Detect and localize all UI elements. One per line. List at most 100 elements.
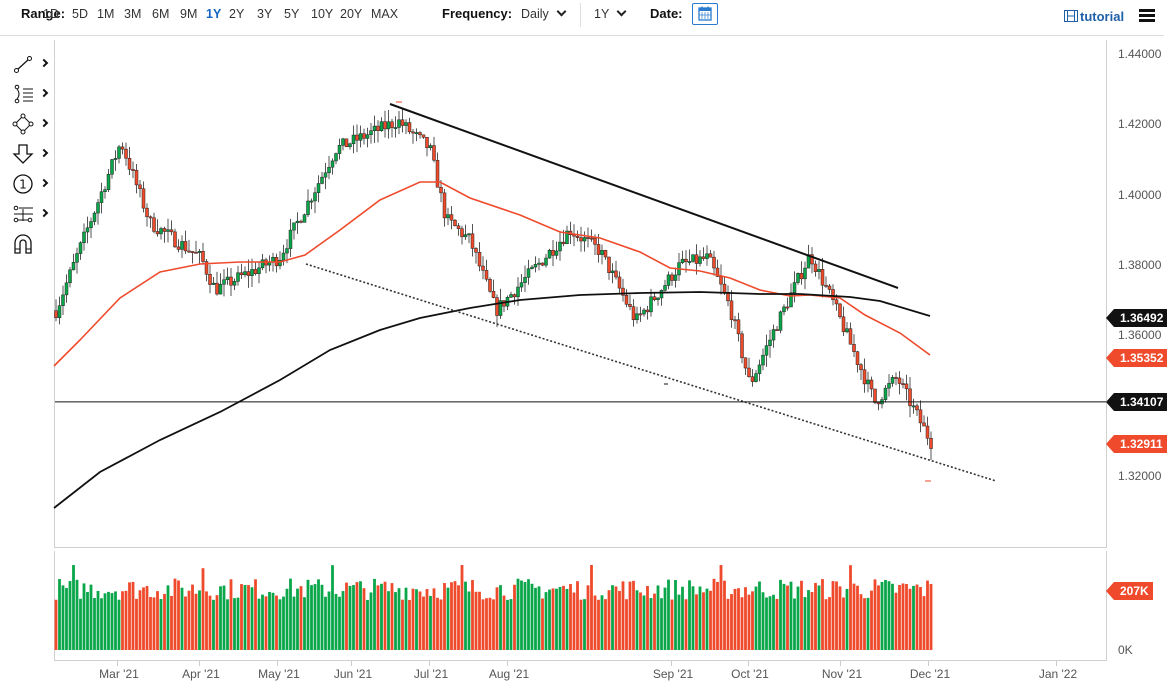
volume-bar — [191, 584, 194, 650]
date-axis-tick — [117, 661, 118, 666]
volume-bar — [317, 579, 320, 650]
volume-bar — [842, 597, 845, 650]
candle-body — [799, 273, 804, 280]
candle-body — [519, 282, 524, 288]
fibonacci-tool[interactable] — [12, 83, 52, 107]
candle-body — [82, 231, 86, 243]
price-chart-pane[interactable] — [54, 40, 1107, 548]
volume-bar — [355, 582, 359, 650]
candle-body — [855, 351, 860, 365]
volume-bar — [684, 599, 688, 650]
volume-bar — [887, 581, 891, 650]
volume-bar — [135, 598, 138, 650]
volume-bar — [376, 585, 380, 650]
candle-body — [512, 294, 517, 298]
volume-bar — [299, 586, 303, 650]
volume-bar — [737, 588, 740, 650]
volume-bar — [359, 581, 362, 650]
candle-body — [148, 216, 153, 219]
volume-bar — [908, 588, 912, 650]
volume-bar — [740, 597, 744, 650]
candle-body — [838, 303, 842, 318]
candle-body — [404, 122, 408, 126]
range-button-6m[interactable]: 6M — [152, 7, 170, 21]
volume-bar — [460, 565, 464, 650]
candle-body — [687, 261, 692, 263]
candle-body — [663, 285, 667, 291]
candle-body — [281, 252, 286, 261]
volume-bar — [660, 598, 663, 650]
trend-line-tool[interactable] — [12, 53, 52, 77]
volume-bar — [821, 579, 824, 650]
range-button-5y[interactable]: 5Y — [284, 7, 300, 21]
volume-bar — [278, 599, 282, 650]
volume-bar — [845, 588, 849, 650]
hamburger-menu-icon[interactable] — [1139, 9, 1155, 22]
volume-bar — [803, 597, 807, 650]
volume-bar — [401, 599, 404, 650]
volume-bar — [184, 596, 187, 650]
candle-body — [929, 437, 933, 449]
candle-body — [222, 279, 226, 285]
volume-bar — [338, 596, 341, 650]
candle-body — [75, 253, 79, 263]
volume-bar — [751, 591, 754, 650]
date-axis-label: Jan '22 — [1038, 667, 1078, 681]
period-select[interactable]: 1Y — [594, 6, 627, 21]
candle-body — [901, 383, 905, 385]
volume-bar — [131, 581, 135, 650]
range-button-1d[interactable]: 1D — [43, 7, 59, 21]
candle-body — [225, 276, 230, 280]
frequency-select[interactable]: Daily — [521, 6, 567, 21]
volume-pane[interactable] — [54, 551, 1107, 661]
candle-body — [306, 200, 310, 215]
candle-body — [400, 119, 405, 126]
volume-bar — [481, 599, 485, 650]
volume-bar — [464, 581, 467, 650]
volume-bar — [467, 591, 471, 650]
range-button-3y[interactable]: 3Y — [257, 7, 273, 21]
date-picker-button[interactable] — [692, 3, 718, 25]
candle-body — [169, 229, 174, 233]
magnet-tool[interactable] — [12, 233, 52, 257]
price-tag: 1.34107 — [1105, 392, 1168, 411]
candle-body — [309, 200, 314, 203]
candle-body — [922, 422, 926, 427]
range-button-1m[interactable]: 1M — [97, 7, 115, 21]
range-button-1y[interactable]: 1Y — [206, 7, 222, 21]
tutorial-link[interactable]: tutorial — [1064, 9, 1124, 24]
range-button-max[interactable]: MAX — [371, 7, 399, 21]
candle-body — [390, 121, 394, 128]
volume-bar — [271, 592, 275, 650]
range-button-5d[interactable]: 5D — [72, 7, 88, 21]
volume-bar — [404, 587, 408, 650]
range-button-20y[interactable]: 20Y — [340, 7, 363, 21]
volume-bar — [628, 581, 632, 650]
range-button-9m[interactable]: 9M — [180, 7, 198, 21]
candle-body — [197, 251, 202, 253]
range-button-3m[interactable]: 3M — [124, 7, 142, 21]
candle-body — [341, 138, 345, 146]
measure-tool[interactable] — [12, 203, 52, 227]
volume-bar — [824, 599, 828, 650]
counter-tool[interactable]: 1 — [12, 173, 52, 197]
shapes-tool[interactable] — [12, 113, 52, 137]
candle-body — [575, 235, 580, 238]
volume-bar — [373, 578, 376, 650]
volume-bar — [89, 584, 93, 650]
volume-bar — [576, 581, 579, 650]
volume-bar — [800, 580, 803, 650]
candle-body — [71, 262, 76, 271]
annotations-tool[interactable] — [12, 143, 52, 167]
range-button-2y[interactable]: 2Y — [229, 7, 245, 21]
volume-bar — [411, 588, 415, 650]
candle-body — [456, 225, 461, 229]
volume-bar — [611, 585, 614, 650]
candle-body — [411, 131, 415, 134]
date-axis: Mar '21 Apr '21 May '21 Jun '21 Jul '21 Aug '… — [54, 661, 1107, 695]
volume-bar — [173, 578, 177, 650]
candle-body — [124, 148, 128, 159]
volume-bar — [229, 579, 233, 650]
range-button-10y[interactable]: 10Y — [311, 7, 334, 21]
